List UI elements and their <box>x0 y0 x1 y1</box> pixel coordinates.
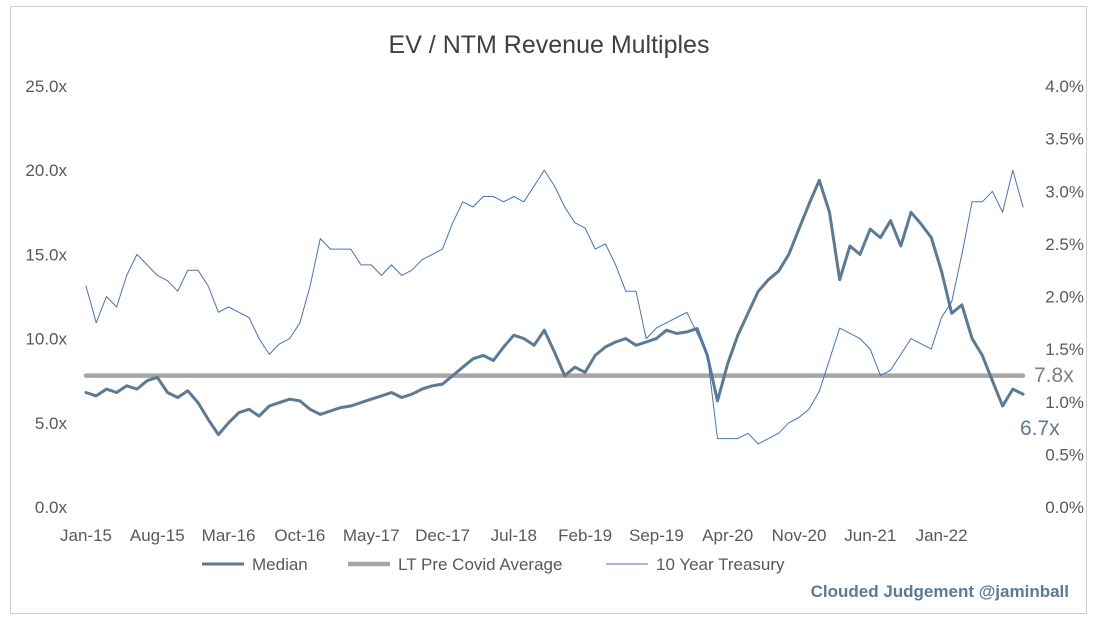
y-right-tick-label: 1.5% <box>1045 340 1084 359</box>
x-tick-label: Apr-20 <box>702 526 753 545</box>
credit-text: Clouded Judgement @jaminball <box>811 582 1069 601</box>
ten-year-treasury-line <box>85 169 1024 445</box>
y-axis-right: 0.0% 0.5% 1.0% 1.5% 2.0% 2.5% 3.0% 3.5% 4.0% <box>1045 77 1084 517</box>
x-axis: Jan-15 Aug-15 Mar-16 Oct-16 May-17 Dec-17 Jul-… <box>60 526 968 545</box>
y-right-tick-label: 4.0% <box>1045 77 1084 96</box>
average-value-label: 7.8x <box>1034 364 1074 387</box>
x-tick-label: Nov-20 <box>772 526 827 545</box>
y-right-tick-label: 0.0% <box>1045 498 1084 517</box>
median-legend-label: Median <box>252 555 308 574</box>
lt-pre-covid-average-legend-label: LT Pre Covid Average <box>398 555 562 574</box>
y-left-tick-label: 0.0x <box>35 498 68 517</box>
y-axis-left: 0.0x 5.0x 10.0x 15.0x 20.0x 25.0x <box>25 77 67 517</box>
chart-frame <box>10 6 1087 614</box>
x-tick-label: Mar-16 <box>202 526 256 545</box>
plot-area <box>83 169 1026 445</box>
x-tick-label: Jun-21 <box>844 526 896 545</box>
x-tick-label: Dec-17 <box>415 526 470 545</box>
median-line <box>84 178 1025 437</box>
x-tick-label: Jan-15 <box>60 526 112 545</box>
x-tick-label: Oct-16 <box>274 526 325 545</box>
y-left-tick-label: 20.0x <box>25 161 67 180</box>
y-left-tick-label: 10.0x <box>25 330 67 349</box>
y-right-tick-label: 0.5% <box>1045 445 1084 464</box>
x-tick-label: Feb-19 <box>558 526 612 545</box>
y-left-tick-label: 5.0x <box>35 414 68 433</box>
y-left-tick-label: 25.0x <box>25 77 67 96</box>
x-tick-label: May-17 <box>343 526 400 545</box>
x-tick-label: Aug-15 <box>130 526 185 545</box>
median-value-label: 6.7x <box>1020 417 1060 440</box>
legend: Median LT Pre Covid Average 10 Year Treasu… <box>202 555 785 574</box>
y-right-tick-label: 3.0% <box>1045 182 1084 201</box>
y-right-tick-label: 1.0% <box>1045 393 1084 412</box>
chart-title: EV / NTM Revenue Multiples <box>389 31 710 59</box>
y-right-tick-label: 2.0% <box>1045 288 1084 307</box>
x-tick-label: Jul-18 <box>491 526 537 545</box>
ten-year-treasury-legend-label: 10 Year Treasury <box>656 555 785 574</box>
y-right-tick-label: 2.5% <box>1045 235 1084 254</box>
y-right-tick-label: 3.5% <box>1045 130 1084 149</box>
y-left-tick-label: 15.0x <box>25 245 67 264</box>
x-tick-label: Jan-22 <box>916 526 968 545</box>
x-tick-label: Sep-19 <box>629 526 684 545</box>
